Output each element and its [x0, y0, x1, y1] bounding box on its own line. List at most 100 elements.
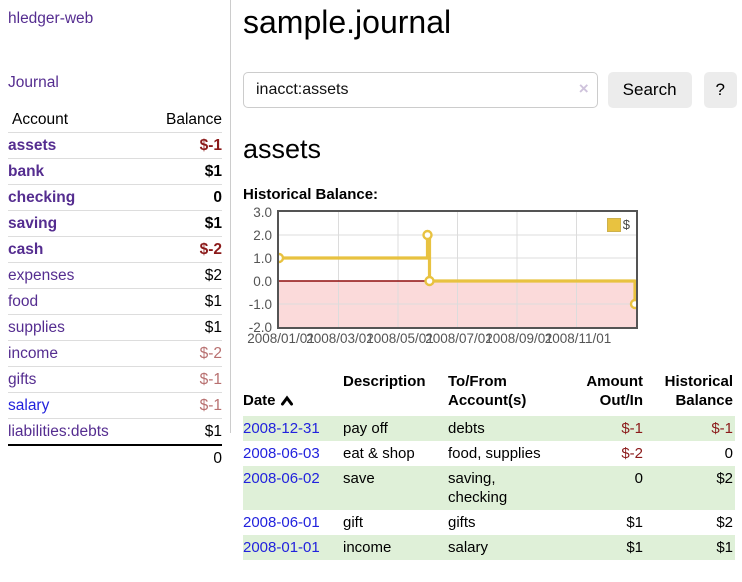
accounts-table: Account Balance assets $-1 bank $1 check… [8, 107, 222, 471]
account-link-expenses[interactable]: expenses [8, 267, 75, 284]
register-header-row: Date Description To/From Account(s) Amou… [243, 369, 735, 416]
sidebar: hledger-web Journal Account Balance asse… [0, 0, 231, 467]
accounts-header-balance: Balance [165, 111, 222, 128]
txn-description: income [343, 535, 448, 560]
help-button[interactable]: ? [703, 72, 737, 108]
txn-accounts: debts [448, 416, 575, 441]
accounts-header-row: Account Balance [8, 107, 222, 133]
txn-description: eat & shop [343, 445, 415, 462]
chart-y-axis: 3.0 2.0 1.0 0.0 -1.0 -2.0 [243, 205, 277, 335]
chart-x-axis: 2008/01/01 2008/03/01 2008/05/01 2008/07… [247, 331, 638, 349]
header-date-label: Date [243, 392, 276, 409]
accounts-total-value: 0 [213, 450, 222, 467]
header-balance: Historical Balance [664, 373, 733, 409]
y-tick: -2.0 [248, 320, 272, 335]
register-row: 2008-12-31 pay off debts $-1 $-1 [243, 416, 735, 441]
nav-journal: Journal [8, 74, 230, 92]
account-link-gifts[interactable]: gifts [8, 371, 37, 388]
chart-plot-area: $ [277, 210, 638, 329]
register-row: 2008-06-01 gift gifts $1 $2 [243, 510, 735, 535]
clear-search-icon[interactable]: × [578, 79, 589, 98]
txn-accounts: salary [448, 535, 575, 560]
header-description: Description [343, 373, 426, 390]
account-row: income $-2 [8, 340, 222, 367]
account-balance: $1 [204, 319, 222, 336]
account-row: gifts $-1 [8, 366, 222, 393]
account-balance: $1 [204, 423, 222, 440]
register-table: Date Description To/From Account(s) Amou… [243, 369, 735, 560]
grid-lines [279, 212, 636, 327]
y-tick: 0.0 [253, 274, 272, 289]
txn-amount: $1 [575, 535, 645, 560]
y-tick: -1.0 [248, 297, 272, 312]
txn-amount: $-1 [575, 416, 645, 441]
sort-asc-icon [280, 392, 294, 411]
x-tick: 2008/09/01 [485, 331, 553, 346]
txn-date-link[interactable]: 2008-06-01 [243, 514, 320, 531]
txn-amount: $1 [626, 514, 643, 531]
journal-link[interactable]: Journal [8, 74, 59, 91]
account-link-salary[interactable]: salary [8, 397, 50, 414]
account-balance: $1 [204, 215, 222, 232]
txn-date-link[interactable]: 2008-06-03 [243, 445, 320, 462]
txn-amount: 0 [575, 466, 645, 510]
header-amount: Amount Out/In [586, 373, 643, 409]
chart-plot-column: $ 2008/01/01 2008/03/01 2008/05/01 2008/… [247, 210, 638, 349]
txn-date-link[interactable]: 2008-01-01 [243, 539, 320, 556]
account-link-saving[interactable]: saving [8, 215, 58, 232]
account-row: supplies $1 [8, 314, 222, 341]
x-tick: 2008/05/01 [366, 331, 434, 346]
txn-accounts: gifts [448, 514, 476, 531]
account-row: assets $-1 [8, 132, 222, 159]
account-balance: $1 [204, 163, 222, 180]
x-tick: 2008/07/01 [425, 331, 493, 346]
register-row: 2008-01-01 income salary $1 $1 [243, 535, 735, 560]
account-link-supplies[interactable]: supplies [8, 319, 65, 336]
x-tick: 2008/01/01 [247, 331, 315, 346]
x-tick: 2008/03/01 [306, 331, 374, 346]
txn-date-link[interactable]: 2008-12-31 [243, 420, 320, 437]
account-link-food[interactable]: food [8, 293, 39, 310]
legend-label: $ [622, 217, 630, 232]
account-row: cash $-2 [8, 236, 222, 263]
txn-balance: $-1 [645, 416, 735, 441]
txn-balance: $1 [645, 535, 735, 560]
account-link-liabilities-debts[interactable]: liabilities:debts [8, 423, 109, 440]
txn-accounts: food, supplies [448, 445, 541, 462]
account-link-assets[interactable]: assets [8, 137, 57, 154]
account-balance: $-1 [199, 371, 222, 388]
txn-description: save [343, 466, 448, 510]
account-link-cash[interactable]: cash [8, 241, 44, 258]
app-title-link[interactable]: hledger-web [8, 10, 94, 27]
register-row: 2008-06-03 eat & shop food, supplies $-2… [243, 441, 735, 466]
txn-date-link[interactable]: 2008-06-02 [243, 470, 320, 487]
page-title: sample.journal [243, 4, 452, 40]
account-link-income[interactable]: income [8, 345, 58, 362]
txn-balance: $2 [716, 514, 733, 531]
account-balance: $-2 [199, 241, 222, 258]
accounts-header-account: Account [12, 111, 69, 128]
account-row: checking 0 [8, 184, 222, 211]
search-button[interactable]: Search [607, 72, 692, 108]
main-content: sample.journal × Search ? assets Histori… [243, 0, 737, 560]
account-balance: 0 [213, 189, 222, 206]
y-tick: 3.0 [253, 205, 272, 220]
account-link-checking[interactable]: checking [8, 189, 76, 206]
search-form: × Search ? [243, 72, 737, 108]
account-row: salary $-1 [8, 392, 222, 419]
y-tick: 2.0 [253, 228, 272, 243]
chart-legend: $ [605, 216, 631, 233]
txn-balance: 0 [724, 445, 733, 462]
balance-line-chart-svg [279, 212, 636, 327]
search-input[interactable] [243, 72, 598, 108]
header-account: To/From Account(s) [448, 373, 527, 409]
account-link-bank[interactable]: bank [8, 163, 45, 180]
account-balance: $-1 [199, 137, 222, 154]
header-date[interactable]: Date [243, 369, 343, 416]
txn-amount: $-2 [621, 445, 643, 462]
y-tick: 1.0 [253, 251, 272, 266]
account-heading: assets [243, 134, 322, 164]
account-row: expenses $2 [8, 262, 222, 289]
account-row: saving $1 [8, 210, 222, 237]
account-row: liabilities:debts $1 [8, 418, 222, 446]
